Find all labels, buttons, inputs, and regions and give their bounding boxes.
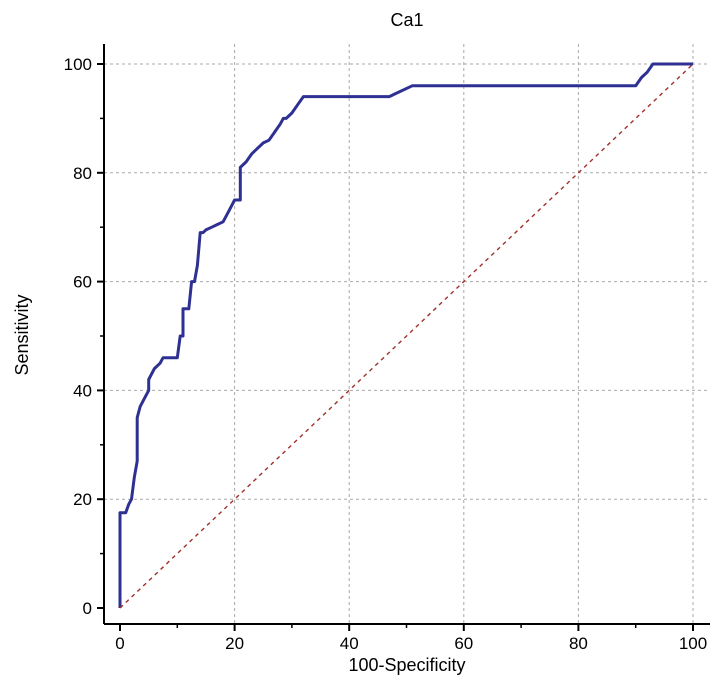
tick-layer: 0 20 40 60 80 100 0 20 40 60 80 100 <box>64 55 708 653</box>
x-tick-label: 80 <box>569 634 588 653</box>
x-tick-label: 20 <box>225 634 244 653</box>
axis-layer <box>103 44 710 625</box>
chart-title: Ca1 <box>390 10 423 30</box>
y-tick-label: 80 <box>73 164 92 183</box>
y-axis-label: Sensitivity <box>12 294 32 375</box>
y-tick-label: 0 <box>83 599 92 618</box>
x-axis-label: 100-Specificity <box>348 655 465 675</box>
y-tick-label: 60 <box>73 273 92 292</box>
grid-layer <box>104 44 710 624</box>
x-tick-label: 100 <box>679 634 707 653</box>
reference-diagonal-line <box>119 63 694 609</box>
x-tick-label: 40 <box>340 634 359 653</box>
x-tick-label: 0 <box>115 634 124 653</box>
roc-curve-line <box>118 62 693 608</box>
y-tick-label: 100 <box>64 55 92 74</box>
series-layer <box>118 62 694 609</box>
x-tick-label: 60 <box>454 634 473 653</box>
y-tick-label: 20 <box>73 490 92 509</box>
y-tick-label: 40 <box>73 381 92 400</box>
